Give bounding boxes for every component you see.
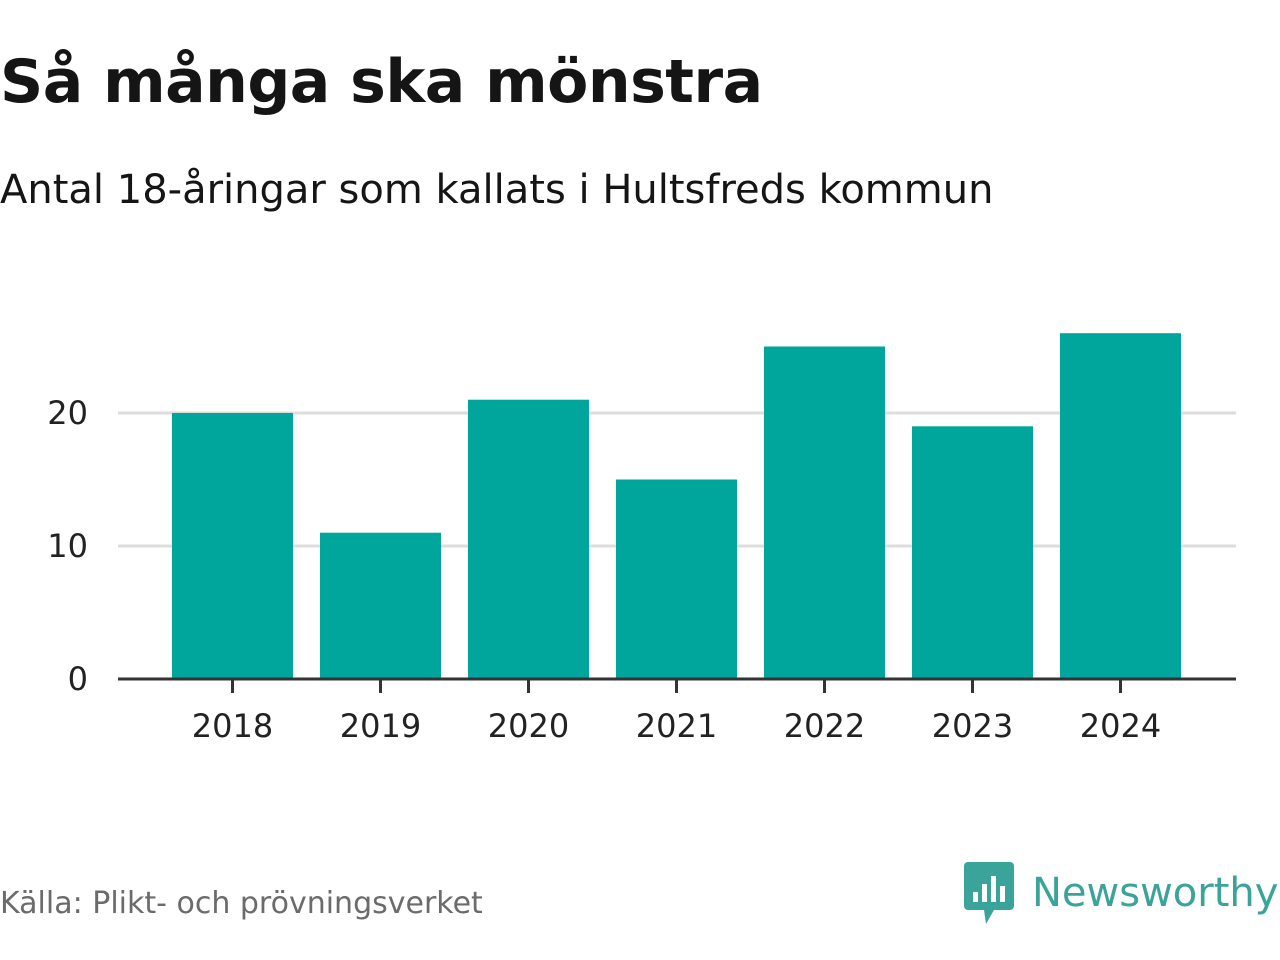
y-tick-label: 10 <box>47 527 88 565</box>
chart-subtitle: Antal 18-åringar som kallats i Hultsfred… <box>0 167 994 213</box>
bar-2023 <box>912 426 1033 679</box>
y-tick-label: 0 <box>68 660 88 698</box>
newsworthy-logo-icon <box>964 862 1014 924</box>
bar-2020 <box>468 399 589 679</box>
bar-chart: 0 10 20 2018 2019 2020 2021 2022 2023 2024 <box>47 333 1236 745</box>
brand-name: Newsworthy <box>1032 870 1279 916</box>
x-tick-label-2024: 2024 <box>1080 707 1161 745</box>
brand-logo: Newsworthy <box>964 862 1278 924</box>
x-tick-label-2023: 2023 <box>932 707 1013 745</box>
x-tick-label-2020: 2020 <box>488 707 569 745</box>
x-axis-tick-labels: 2018 2019 2020 2021 2022 2023 2024 <box>192 707 1161 745</box>
bar-2019 <box>320 532 441 679</box>
bar-2018 <box>172 413 293 679</box>
bar-2021 <box>616 479 737 679</box>
x-tick-label-2021: 2021 <box>636 707 717 745</box>
x-tick-label-2022: 2022 <box>784 707 865 745</box>
bar-2022 <box>764 346 885 679</box>
x-axis-ticks <box>231 679 1122 693</box>
x-tick-label-2019: 2019 <box>340 707 421 745</box>
y-axis-tick-labels: 0 10 20 <box>47 394 88 698</box>
y-tick-label: 20 <box>47 394 88 432</box>
bars <box>172 333 1181 679</box>
source-note: Källa: Plikt- och prövningsverket <box>0 886 483 921</box>
bar-2024 <box>1060 333 1181 679</box>
chart-title: Så många ska mönstra <box>0 47 763 117</box>
x-tick-label-2018: 2018 <box>192 707 273 745</box>
